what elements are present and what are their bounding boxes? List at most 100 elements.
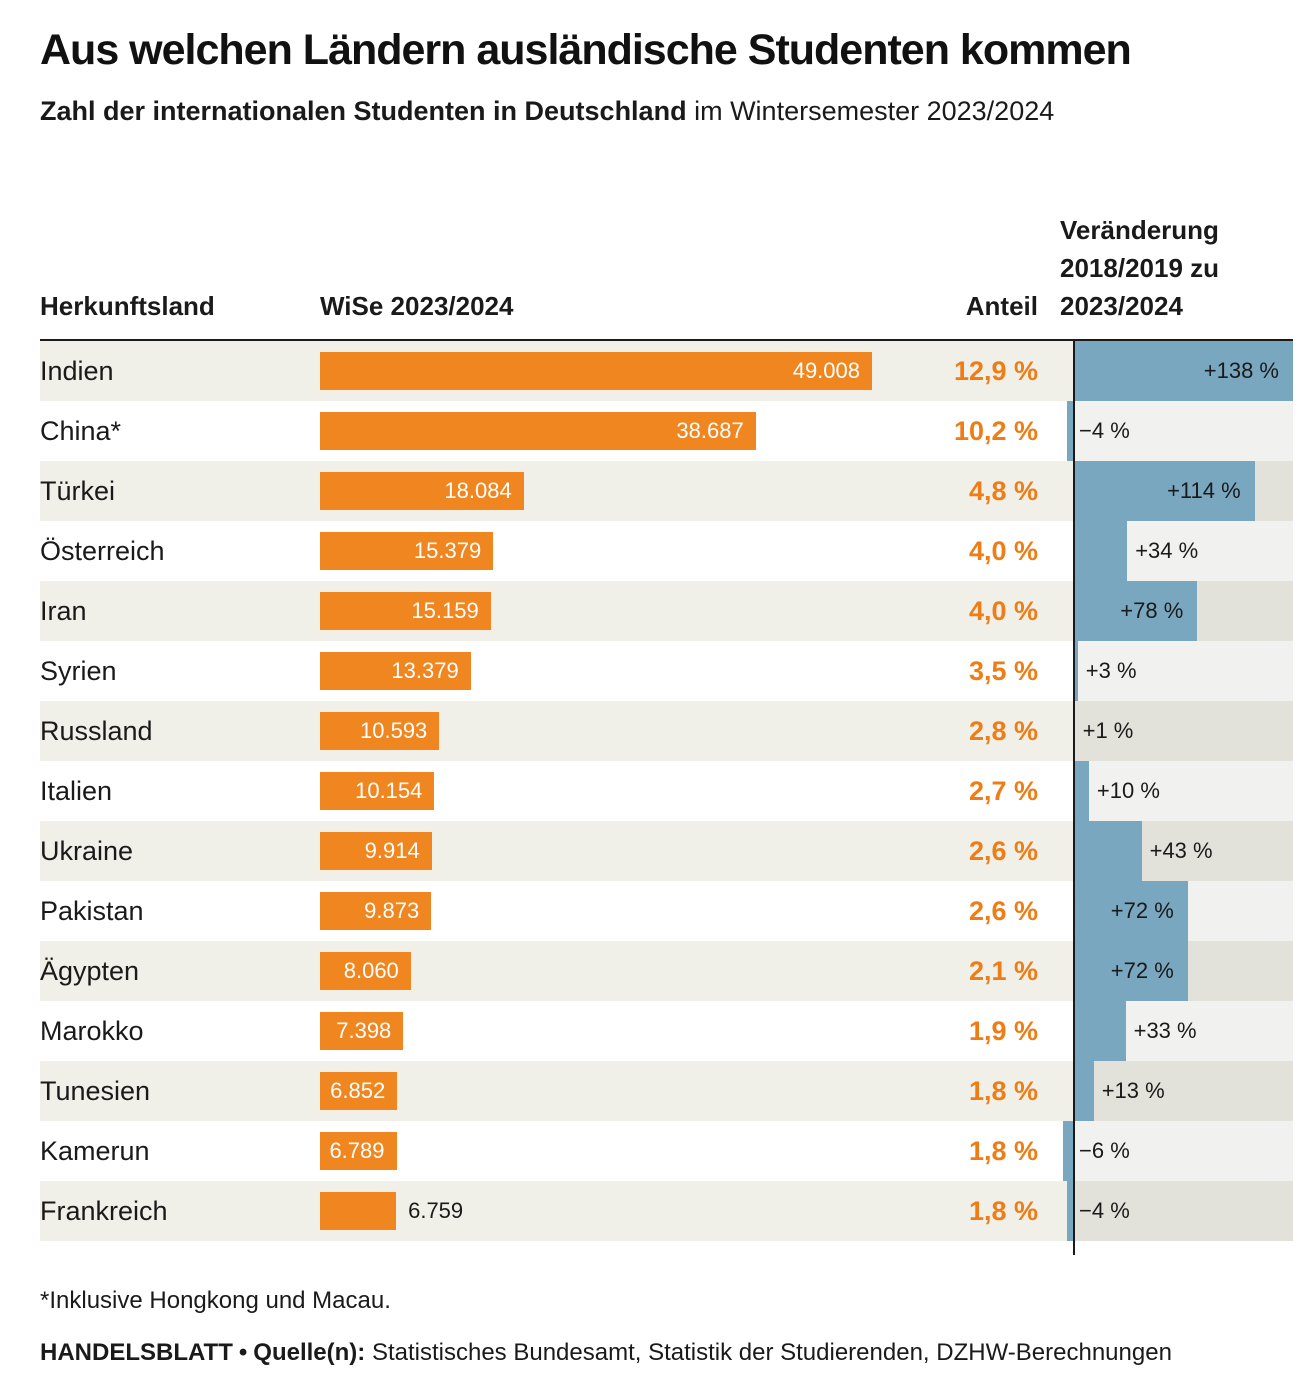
column-gap — [1038, 521, 1058, 581]
change-track — [1073, 641, 1293, 701]
students-table: Herkunftsland WiSe 2023/2024 Anteil Verä… — [40, 211, 1293, 1255]
country-label: Ukraine — [40, 835, 134, 866]
share-value: 10,2 % — [953, 415, 1038, 446]
students-bar-cell: 10.154 — [320, 761, 880, 821]
table-header-row: Herkunftsland WiSe 2023/2024 Anteil Verä… — [40, 211, 1293, 341]
column-gap — [1038, 641, 1058, 701]
share-value: 4,0 % — [968, 595, 1038, 626]
share-value: 2,6 % — [968, 835, 1038, 866]
table-row: Russland 10.593 2,8 % +1 % — [40, 701, 1293, 761]
country-label: Österreich — [40, 535, 165, 566]
students-bar-cell: 15.379 — [320, 521, 880, 581]
table-row: Österreich 15.379 4,0 % +34 % — [40, 521, 1293, 581]
change-bar — [1073, 1061, 1094, 1121]
change-bar — [1073, 761, 1089, 821]
change-bar — [1073, 821, 1142, 881]
students-bar-cell: 6.852 — [320, 1061, 880, 1121]
source-line: HANDELSBLATT • Quelle(n): Statistisches Bu… — [40, 1339, 1293, 1367]
column-gap — [1038, 1181, 1058, 1241]
students-value-outside: 6.759 — [408, 1198, 464, 1223]
zero-baseline — [1073, 341, 1075, 1255]
country-label: China* — [40, 415, 122, 446]
country-label: Italien — [40, 775, 113, 806]
students-bar: 15.159 — [320, 592, 491, 630]
students-value-inside: 10.593 — [360, 718, 428, 743]
change-cell: +13 % — [1058, 1061, 1293, 1121]
change-cell: −4 % — [1058, 401, 1293, 461]
students-value-inside: 15.159 — [411, 598, 479, 623]
students-bar — [320, 1192, 397, 1230]
change-bar — [1073, 341, 1293, 401]
change-bar — [1066, 401, 1073, 461]
change-bar — [1073, 581, 1198, 641]
source-label: Quelle(n): — [253, 1339, 366, 1366]
students-bar: 18.084 — [320, 472, 524, 510]
page-title: Aus welchen Ländern ausländische Student… — [40, 26, 1132, 74]
share-value: 1,8 % — [968, 1195, 1038, 1226]
change-value: +138 % — [1203, 358, 1279, 383]
students-bar: 8.060 — [320, 952, 411, 990]
table-row: Italien 10.154 2,7 % +10 % — [40, 761, 1293, 821]
change-bar — [1073, 1001, 1126, 1061]
change-bar — [1073, 521, 1128, 581]
column-gap — [1038, 581, 1058, 641]
change-cell: +3 % — [1058, 641, 1293, 701]
change-bar — [1073, 641, 1078, 701]
change-cell: −4 % — [1058, 1181, 1293, 1241]
change-value: −4 % — [1079, 418, 1130, 443]
column-gap — [1038, 761, 1058, 821]
students-value-inside: 8.060 — [343, 958, 399, 983]
country-label: Iran — [40, 595, 87, 626]
students-value-inside: 6.789 — [329, 1138, 385, 1163]
table-row: Syrien 13.379 3,5 % +3 % — [40, 641, 1293, 701]
column-gap — [1038, 1001, 1058, 1061]
students-bar: 38.687 — [320, 412, 756, 450]
change-bar — [1073, 461, 1255, 521]
students-bar-cell: 9.873 — [320, 881, 880, 941]
table-row: Ukraine 9.914 2,6 % +43 % — [40, 821, 1293, 881]
change-value: +1 % — [1082, 718, 1134, 743]
change-cell: +43 % — [1058, 821, 1293, 881]
column-header-semester: WiSe 2023/2024 — [320, 291, 514, 321]
table-row: Marokko 7.398 1,9 % +33 % — [40, 1001, 1293, 1061]
country-label: Ägypten — [40, 955, 140, 986]
column-gap — [1038, 1121, 1058, 1181]
students-bar: 15.379 — [320, 532, 494, 570]
column-gap — [1038, 881, 1058, 941]
change-value: +43 % — [1149, 838, 1213, 863]
table-row: Indien 49.008 12,9 % +138 % — [40, 341, 1293, 401]
change-cell: +33 % — [1058, 1001, 1293, 1061]
students-bar-cell: 6.789 — [320, 1121, 880, 1181]
country-label: Pakistan — [40, 895, 144, 926]
change-bar — [1063, 1121, 1073, 1181]
table-row: Ägypten 8.060 2,1 % +72 % — [40, 941, 1293, 1001]
change-header-line-2: 2018/2019 zu — [1060, 253, 1220, 283]
change-value: +72 % — [1110, 898, 1174, 923]
share-value: 1,8 % — [968, 1135, 1038, 1166]
change-bar — [1073, 941, 1188, 1001]
change-value: +34 % — [1135, 538, 1199, 563]
change-bar — [1073, 881, 1188, 941]
country-label: Kamerun — [40, 1135, 150, 1166]
change-value: +72 % — [1110, 958, 1174, 983]
table-row: Türkei 18.084 4,8 % +114 % — [40, 461, 1293, 521]
students-value-inside: 18.084 — [444, 478, 512, 503]
students-bar: 9.873 — [320, 892, 432, 930]
column-gap — [1038, 461, 1058, 521]
column-header-share: Anteil — [965, 291, 1038, 321]
students-value-inside: 10.154 — [355, 778, 423, 803]
table-row: Frankreich 6.759 1,8 % −4 % — [40, 1181, 1293, 1241]
students-bar: 7.398 — [320, 1012, 404, 1050]
share-value: 2,6 % — [968, 895, 1038, 926]
change-header-line-1: Veränderung — [1060, 215, 1219, 245]
change-track — [1073, 701, 1293, 761]
column-gap — [1038, 701, 1058, 761]
table-row: Iran 15.159 4,0 % +78 % — [40, 581, 1293, 641]
share-value: 1,8 % — [968, 1075, 1038, 1106]
chart-subtitle: Zahl der internationalen Studenten in De… — [40, 96, 1293, 127]
country-label: Syrien — [40, 655, 117, 686]
change-cell: −6 % — [1058, 1121, 1293, 1181]
table-row: Tunesien 6.852 1,8 % +13 % — [40, 1061, 1293, 1121]
subtitle-rest: im Wintersemester 2023/2024 — [686, 96, 1055, 126]
students-bar-cell: 18.084 — [320, 461, 880, 521]
